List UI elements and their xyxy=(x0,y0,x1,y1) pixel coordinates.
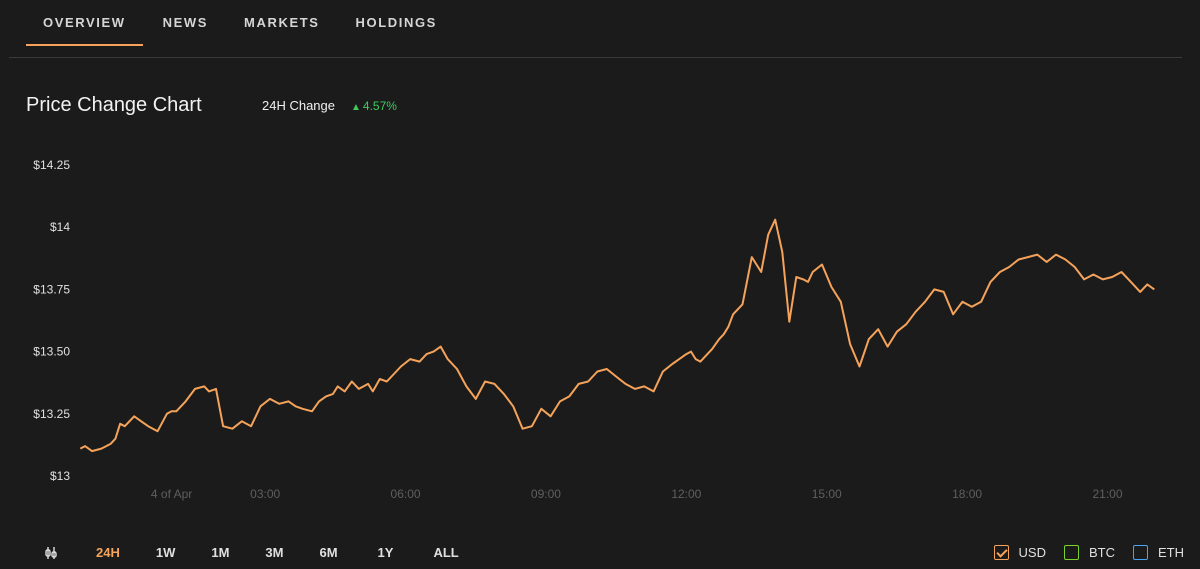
currency-toggles: USD BTC ETH xyxy=(976,545,1184,560)
tab-overview[interactable]: OVERVIEW xyxy=(26,0,143,46)
range-24h[interactable]: 24H xyxy=(96,545,120,560)
y-tick-label: $14.25 xyxy=(33,158,70,172)
range-1y[interactable]: 1Y xyxy=(377,545,394,560)
x-tick-label: 21:00 xyxy=(1092,487,1122,501)
x-tick-label: 15:00 xyxy=(812,487,842,501)
candlestick-settings-icon[interactable] xyxy=(44,546,58,560)
range-1w[interactable]: 1W xyxy=(155,545,176,560)
tab-bar: OVERVIEW NEWS MARKETS HOLDINGS xyxy=(26,0,473,46)
change-label: 24H Change xyxy=(262,98,335,113)
eth-label: ETH xyxy=(1158,545,1184,560)
btc-label: BTC xyxy=(1089,545,1115,560)
range-1m[interactable]: 1M xyxy=(211,545,230,560)
eth-checkbox[interactable] xyxy=(1133,545,1148,560)
tab-holdings[interactable]: HOLDINGS xyxy=(355,15,437,30)
currency-eth[interactable]: ETH xyxy=(1133,545,1184,560)
btc-checkbox[interactable] xyxy=(1064,545,1079,560)
x-tick-label: 09:00 xyxy=(531,487,561,501)
chart-title: Price Change Chart xyxy=(26,94,202,116)
usd-checkbox[interactable] xyxy=(993,545,1009,560)
tab-divider xyxy=(9,57,1182,58)
currency-usd[interactable]: USD xyxy=(993,545,1046,560)
change-value: ▲ 4.57% xyxy=(351,99,397,113)
x-tick-label: 06:00 xyxy=(391,487,421,501)
price-line xyxy=(79,218,1155,453)
x-tick-label: 4 of Apr xyxy=(151,487,192,501)
tab-markets[interactable]: MARKETS xyxy=(244,15,320,30)
x-tick-label: 18:00 xyxy=(952,487,982,501)
currency-btc[interactable]: BTC xyxy=(1064,545,1115,560)
y-tick-label: $13.25 xyxy=(33,407,70,421)
arrow-up-icon: ▲ xyxy=(351,102,361,113)
y-tick-label: $13.50 xyxy=(33,345,70,359)
usd-label: USD xyxy=(1018,545,1046,560)
y-tick-label: $13 xyxy=(50,469,70,483)
change-percent: 4.57% xyxy=(362,99,397,113)
x-tick-label: 12:00 xyxy=(671,487,701,501)
y-tick-label: $13.75 xyxy=(33,282,70,296)
range-all[interactable]: ALL xyxy=(433,545,459,560)
x-tick-label: 03:00 xyxy=(250,487,280,501)
price-line-chart: $13 $13.25 $13.50 $13.75 $14 $14.25 4 of Apr 03… xyxy=(33,158,1155,501)
range-selector: 24H 1W 1M 3M 6M 1Y ALL xyxy=(44,545,459,560)
y-tick-label: $14 xyxy=(50,220,70,234)
range-3m[interactable]: 3M xyxy=(265,545,284,560)
range-6m[interactable]: 6M xyxy=(319,545,338,560)
tab-news[interactable]: NEWS xyxy=(162,15,209,30)
